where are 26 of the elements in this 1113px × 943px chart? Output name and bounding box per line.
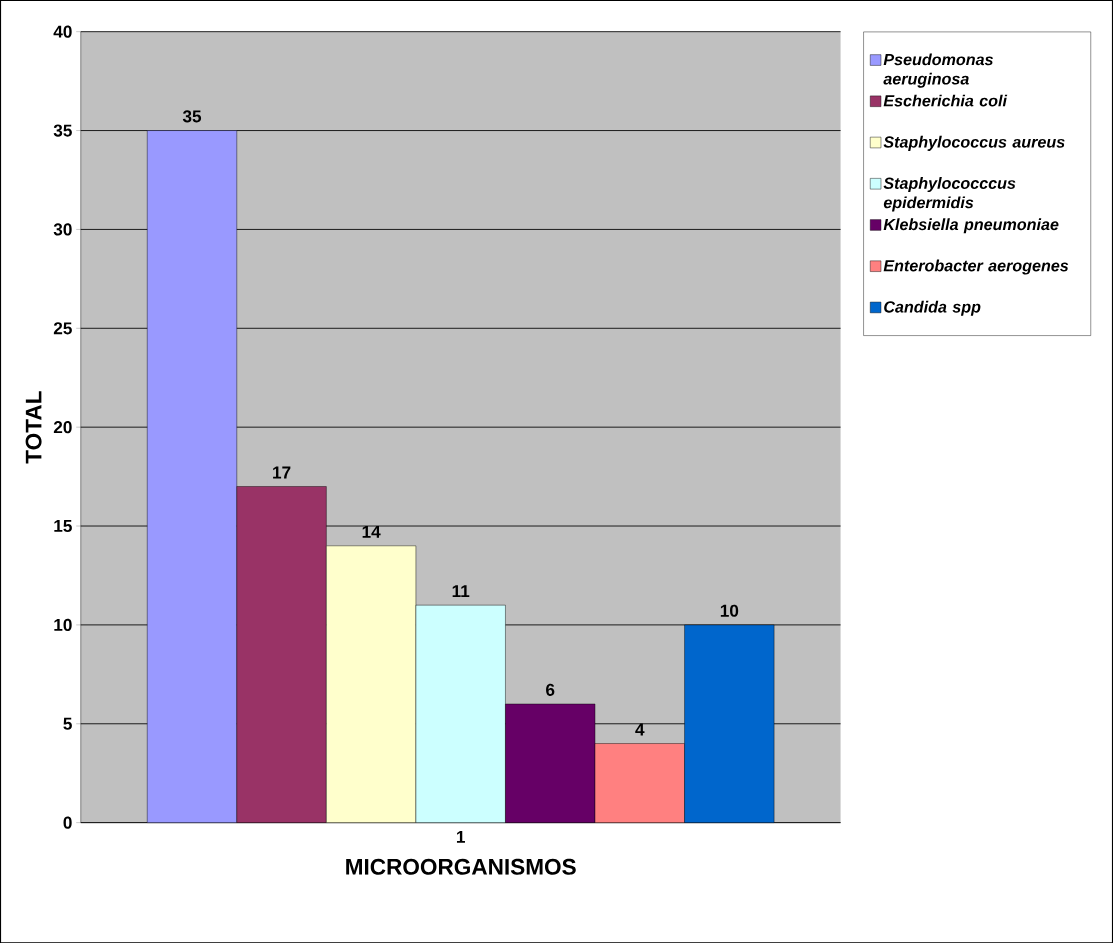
legend-label: Candida spp (884, 300, 981, 316)
data-label: 14 (362, 525, 381, 538)
y-tick-label: 5 (63, 717, 72, 730)
legend-label: Staphylococccus epidermidis (883, 176, 1016, 212)
data-label: 35 (182, 110, 202, 123)
legend-label: Klebsiella pneumoniae (883, 218, 1059, 234)
y-tick-label: 0 (63, 816, 72, 829)
data-label: 6 (546, 683, 555, 696)
y-tick-label: 10 (54, 618, 72, 631)
data-label: 17 (273, 466, 291, 479)
data-label: 11 (452, 585, 470, 597)
y-axis-title: TOTAL (25, 391, 42, 464)
y-tick-label: 20 (53, 420, 72, 434)
legend-label: Pseudomonas aeruginosa (883, 53, 993, 88)
y-tick-label: 35 (53, 124, 72, 137)
legend-label: Enterobacter aerogenes (883, 259, 1069, 275)
legend-label: Escherichia coli (883, 94, 1008, 107)
x-tick-label: 1 (456, 830, 465, 843)
data-label: 4 (635, 723, 645, 736)
y-tick-label: 15 (54, 519, 72, 532)
x-axis-title: MICROORGANISMOS (346, 858, 576, 875)
y-tick-label: 25 (53, 322, 72, 335)
legend-label: Staphylococcus aureus (883, 135, 1065, 151)
y-tick-label: 40 (53, 25, 72, 38)
data-label: 10 (720, 604, 739, 617)
y-tick-label: 30 (53, 223, 72, 236)
